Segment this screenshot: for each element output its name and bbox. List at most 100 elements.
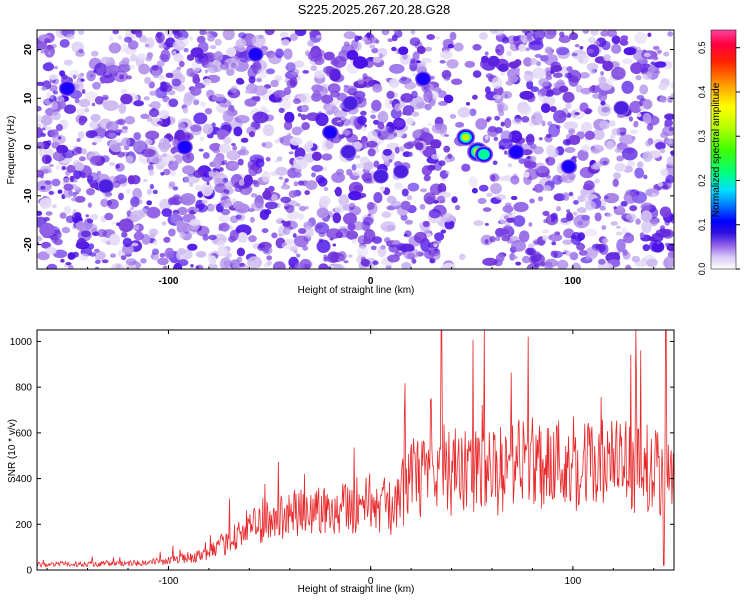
- spectrogram-blob: [283, 120, 293, 131]
- spectrogram-blob: [387, 254, 400, 263]
- spectrogram-blob: [351, 164, 357, 171]
- spectrogram-blob: [237, 149, 250, 156]
- y-tick-label: 0: [23, 144, 34, 150]
- spectrogram-blob: [550, 65, 563, 72]
- spectrogram-blob: [73, 178, 78, 183]
- spectrogram-blob: [669, 150, 674, 155]
- spectrogram-blob: [366, 201, 375, 211]
- spectrogram-blob: [172, 186, 179, 191]
- spectrogram-blob: [511, 118, 523, 125]
- spectrogram-blob: [592, 129, 605, 141]
- spectrogram-hotspot: [394, 165, 408, 178]
- spectrogram-blob: [616, 205, 624, 213]
- spectrogram-blob: [485, 135, 489, 140]
- spectrogram-blob: [504, 150, 508, 155]
- spectrogram-blob: [659, 206, 672, 218]
- spectrogram-blob: [600, 100, 606, 106]
- spectrogram-blob: [211, 122, 216, 128]
- spectrogram-blob: [192, 76, 201, 85]
- spectrogram-blob: [63, 183, 74, 191]
- spectrogram-blob: [280, 184, 291, 190]
- spectrogram-blob: [643, 52, 651, 58]
- spectrogram-blob: [81, 148, 87, 155]
- spectrogram-blob: [301, 104, 309, 113]
- spectrogram-blob: [353, 221, 364, 231]
- spectrogram-blob: [611, 43, 622, 54]
- spectrogram-blob: [533, 111, 542, 120]
- spectrogram-blob: [556, 46, 570, 56]
- spectrogram-blob: [332, 243, 337, 247]
- spectrogram-blob: [372, 56, 382, 63]
- spectrogram-blob: [469, 108, 477, 117]
- spectrogram-blob: [52, 204, 57, 209]
- spectrogram-blob: [64, 104, 76, 114]
- spectrogram-blob: [286, 220, 291, 225]
- spectrogram-blob: [202, 78, 212, 86]
- spectrogram-blob: [108, 42, 121, 54]
- spectrogram-blob: [182, 107, 189, 114]
- spectrogram-blob: [152, 240, 158, 246]
- spectrogram-blob: [165, 72, 174, 79]
- spectrogram-blob: [195, 264, 204, 269]
- spectrogram-blob: [484, 239, 489, 244]
- spectrogram-blob: [454, 204, 461, 211]
- spectrogram-blob: [92, 136, 103, 144]
- spectrogram-blob: [495, 235, 501, 242]
- spectrogram-blob: [316, 35, 322, 39]
- spectrogram-blob: [620, 35, 629, 41]
- spectrogram-blob: [106, 200, 112, 206]
- spectrogram-blob: [166, 30, 172, 33]
- spectrogram-blob: [406, 141, 416, 147]
- spectrogram-blob: [645, 140, 652, 147]
- spectrogram-blob: [307, 40, 315, 47]
- spectrogram-blob: [602, 60, 614, 72]
- spectrogram-blob: [262, 190, 272, 200]
- spectrogram-blob: [508, 130, 523, 143]
- spectrogram-blob: [616, 155, 624, 162]
- spectrogram-blob: [146, 200, 153, 206]
- spectrogram-blob: [419, 204, 426, 210]
- spectrogram-blob: [312, 90, 321, 99]
- spectrogram-blob: [189, 218, 201, 227]
- spectrogram-blob: [504, 117, 512, 129]
- spectrogram-blob: [357, 78, 365, 85]
- spectrogram-blob: [670, 82, 674, 89]
- spectrogram-blob: [100, 56, 112, 64]
- spectrogram-blob: [331, 172, 345, 183]
- spectrogram-blob: [458, 253, 466, 260]
- spectrogram-blob: [87, 223, 98, 233]
- spectrogram-blob: [297, 113, 302, 117]
- spectrogram-blob: [170, 212, 182, 224]
- spectrogram-blob: [599, 120, 610, 130]
- y-tick-label: -10: [23, 188, 34, 203]
- spectrogram-blob: [145, 56, 152, 62]
- spectrogram-hotspot: [60, 82, 74, 95]
- spectrogram-blob: [105, 64, 121, 74]
- spectrogram-blob: [105, 121, 119, 132]
- spectrogram-blob: [214, 183, 227, 194]
- spectrogram-blob: [59, 212, 67, 219]
- spectrogram-blob: [610, 221, 618, 226]
- spectrogram-blob: [325, 254, 335, 263]
- spectrogram-blob: [520, 34, 528, 43]
- spectrogram-blob: [177, 259, 189, 267]
- snr-y-label: SNR (10 * v/v): [7, 419, 18, 483]
- spectrogram-blob: [528, 222, 533, 227]
- spectrogram-blob: [250, 193, 258, 198]
- spectrogram-blob: [641, 257, 648, 264]
- spectrogram-blob: [90, 114, 101, 122]
- spectrogram-blob: [377, 245, 387, 258]
- snr-y-axis: 0 200 400 600 800 1000: [10, 337, 674, 577]
- spectrogram-blob: [145, 130, 160, 140]
- spectrogram-blob: [621, 80, 634, 94]
- spectrogram-blob: [635, 218, 641, 225]
- spectrogram-blob: [436, 36, 440, 40]
- spectrogram-blob: [537, 196, 544, 202]
- spectrogram-blob: [468, 176, 478, 187]
- spectrogram-blob: [523, 57, 533, 67]
- spectrogram-blob: [94, 96, 104, 105]
- spectrogram-blob: [399, 146, 405, 152]
- spectrogram-blob: [57, 189, 63, 194]
- x-tick-label: -100: [158, 576, 178, 587]
